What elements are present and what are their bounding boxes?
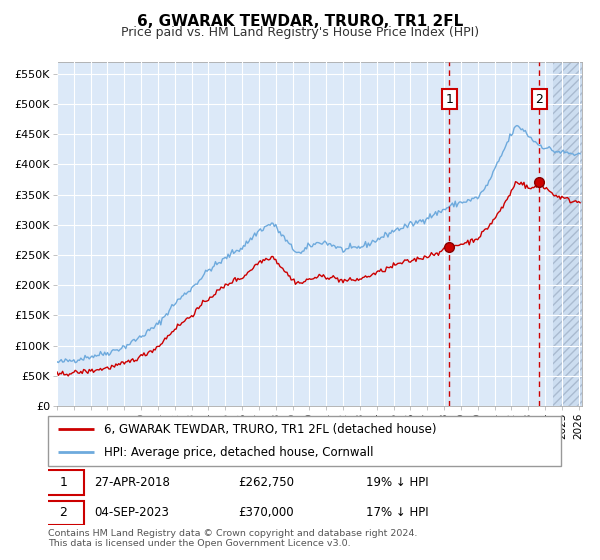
Text: HPI: Average price, detached house, Cornwall: HPI: Average price, detached house, Corn… [104, 446, 374, 459]
Text: Contains HM Land Registry data © Crown copyright and database right 2024.: Contains HM Land Registry data © Crown c… [48, 529, 418, 538]
Text: 2: 2 [59, 506, 67, 519]
Text: 27-APR-2018: 27-APR-2018 [94, 475, 170, 489]
Text: 19% ↓ HPI: 19% ↓ HPI [366, 475, 428, 489]
Text: 17% ↓ HPI: 17% ↓ HPI [366, 506, 428, 519]
Bar [553, 62, 582, 406]
Text: £370,000: £370,000 [238, 506, 293, 519]
FancyBboxPatch shape [43, 470, 84, 495]
Text: 6, GWARAK TEWDAR, TRURO, TR1 2FL: 6, GWARAK TEWDAR, TRURO, TR1 2FL [137, 14, 463, 29]
FancyBboxPatch shape [48, 416, 561, 466]
Text: 6, GWARAK TEWDAR, TRURO, TR1 2FL (detached house): 6, GWARAK TEWDAR, TRURO, TR1 2FL (detach… [104, 423, 437, 436]
Text: 2: 2 [536, 92, 544, 106]
Text: This data is licensed under the Open Government Licence v3.0.: This data is licensed under the Open Gov… [48, 539, 350, 548]
Text: 1: 1 [446, 92, 454, 106]
FancyBboxPatch shape [43, 501, 84, 525]
Text: £262,750: £262,750 [238, 475, 294, 489]
Text: 1: 1 [59, 475, 67, 489]
Text: Price paid vs. HM Land Registry's House Price Index (HPI): Price paid vs. HM Land Registry's House … [121, 26, 479, 39]
Text: 04-SEP-2023: 04-SEP-2023 [94, 506, 169, 519]
